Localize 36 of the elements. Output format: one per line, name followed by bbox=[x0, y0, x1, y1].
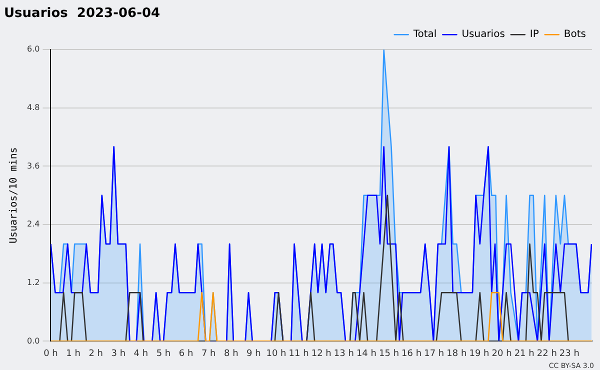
y-tick-label: 2.4 bbox=[26, 220, 40, 229]
x-tick-label: 11 h bbox=[288, 348, 309, 359]
y-tick-label: 1.2 bbox=[26, 278, 40, 287]
legend-label: Total bbox=[412, 29, 437, 40]
x-tick-label: 6 h bbox=[178, 348, 194, 359]
x-tick-label: 19 h bbox=[469, 348, 490, 359]
x-tick-label: 17 h bbox=[424, 348, 444, 359]
x-tick-label: 10 h bbox=[266, 348, 286, 359]
x-tick-label: 20 h bbox=[492, 348, 512, 359]
y-tick-label: 3.6 bbox=[26, 161, 40, 170]
x-tick-label: 0 h bbox=[44, 348, 58, 359]
legend-label: Bots bbox=[564, 29, 586, 40]
x-tick-label: 18 h bbox=[446, 348, 467, 359]
x-tick-label: 14 h bbox=[356, 348, 376, 359]
x-tick-label: 2 h bbox=[88, 348, 103, 359]
x-tick-label: 3 h bbox=[111, 348, 126, 359]
x-tick-label: 15 h bbox=[379, 348, 400, 359]
legend-label: IP bbox=[530, 29, 539, 40]
y-tick-label: 0.0 bbox=[26, 336, 40, 346]
x-tick-label: 13 h bbox=[334, 348, 354, 359]
x-tick-label: 23 h bbox=[559, 348, 580, 359]
x-tick-label: 16 h bbox=[402, 348, 422, 359]
x-tick-label: 21 h bbox=[514, 348, 534, 359]
x-tick-label: 12 h bbox=[311, 348, 332, 359]
x-tick-label: 7 h bbox=[201, 348, 216, 359]
y-axis-title: Usuarios/10 mins bbox=[8, 147, 20, 244]
x-tick-label: 5 h bbox=[156, 348, 171, 359]
x-tick-label: 22 h bbox=[536, 348, 557, 359]
x-tick-label: 8 h bbox=[224, 348, 238, 359]
chart-title: Usuarios 2023-06-04 bbox=[4, 6, 160, 22]
x-tick-label: 9 h bbox=[246, 348, 261, 359]
legend-label: Usuarios bbox=[462, 29, 505, 40]
x-tick-label: 1 h bbox=[66, 348, 80, 359]
y-tick-label: 6.0 bbox=[26, 44, 40, 54]
x-tick-label: 4 h bbox=[134, 348, 148, 359]
y-tick-label: 4.8 bbox=[26, 103, 40, 112]
